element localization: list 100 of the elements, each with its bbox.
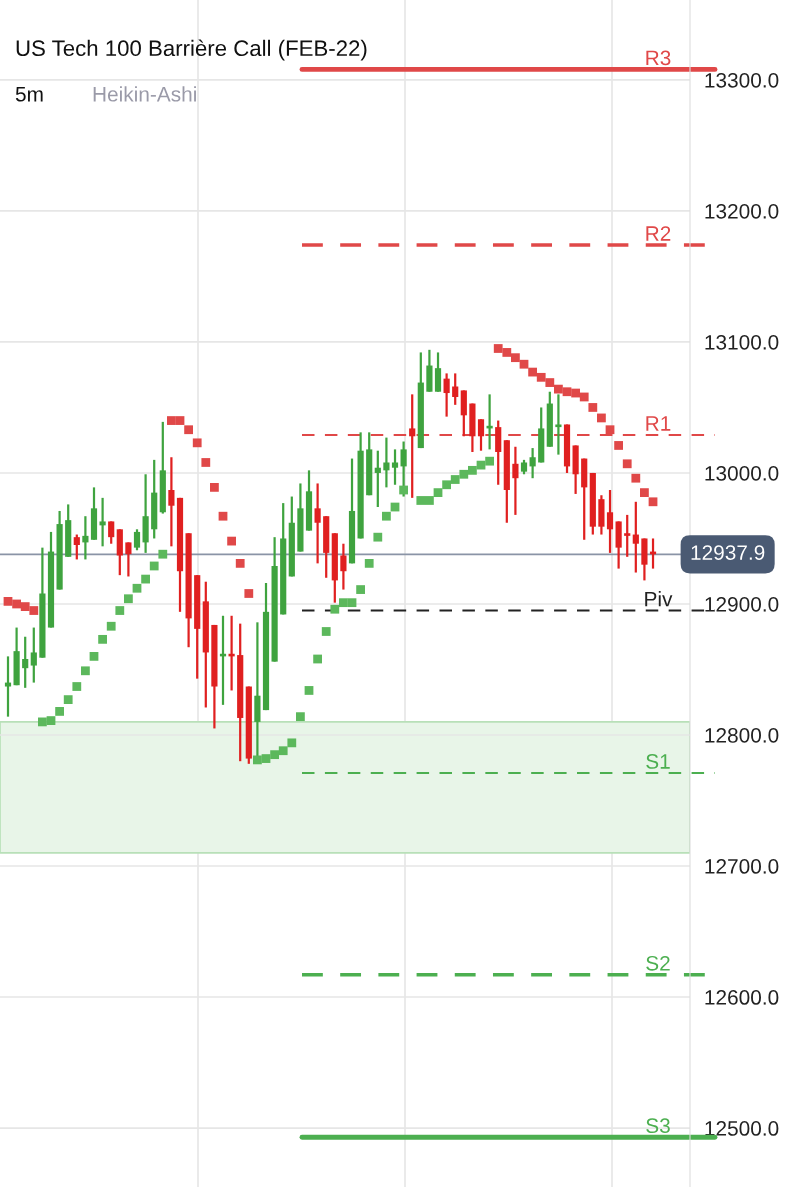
candlestick — [168, 456, 175, 548]
point — [184, 425, 193, 435]
candlestick — [434, 351, 442, 393]
candlestick — [624, 513, 631, 558]
point — [622, 459, 632, 469]
point — [55, 707, 64, 716]
point — [416, 496, 426, 505]
point — [270, 750, 279, 760]
y-tick-label: 12500.0 — [705, 1121, 779, 1136]
candlestick — [512, 445, 519, 516]
point — [210, 482, 219, 492]
y-tick-label: 12800.0 — [705, 728, 779, 743]
point — [330, 604, 340, 614]
point — [536, 372, 546, 382]
point — [278, 746, 288, 756]
ref-line-label: R1 — [646, 416, 671, 431]
candlestick — [22, 635, 29, 689]
candlestick — [340, 542, 347, 591]
candlestick — [108, 520, 115, 545]
point — [485, 456, 495, 466]
point — [296, 712, 305, 722]
y-tick-label: 12600.0 — [705, 990, 779, 1005]
point — [545, 378, 555, 387]
ref-line-label: 12937.9 — [691, 545, 765, 560]
point — [442, 480, 451, 490]
point — [261, 754, 271, 763]
point — [89, 652, 99, 661]
point — [425, 496, 434, 505]
ref-line-label: S2 — [646, 955, 670, 971]
point — [132, 583, 142, 593]
point — [468, 465, 477, 475]
candlestick — [443, 372, 450, 418]
ref-line-label: R2 — [646, 226, 671, 241]
candlestick — [452, 372, 459, 406]
candlestick — [409, 393, 416, 499]
point — [640, 488, 649, 498]
point — [81, 666, 90, 676]
point — [124, 594, 133, 604]
point — [29, 606, 39, 615]
point — [631, 473, 641, 483]
point — [158, 549, 168, 559]
point — [141, 574, 150, 584]
point — [304, 686, 314, 695]
point — [253, 755, 262, 765]
y-tick-label: 13200.0 — [705, 203, 779, 219]
annotation: Heikin-Ashi — [93, 86, 196, 102]
point — [605, 425, 615, 435]
point — [98, 634, 107, 644]
point — [12, 599, 21, 609]
point — [597, 413, 606, 423]
point — [235, 558, 245, 568]
point — [313, 654, 322, 664]
candlestick — [383, 436, 390, 489]
point — [493, 344, 503, 353]
point — [339, 598, 348, 608]
text: 5m — [15, 87, 43, 102]
point — [149, 561, 159, 571]
candlestick — [477, 418, 485, 452]
point — [192, 438, 202, 448]
point — [588, 403, 598, 412]
point — [382, 511, 391, 521]
y-tick-label: 13300.0 — [705, 72, 779, 88]
text: US Tech 100 Barrière Call (FEB-22) — [16, 39, 367, 61]
point — [227, 536, 236, 546]
candlestick — [606, 488, 614, 554]
ref-line-label: S3 — [646, 1118, 670, 1134]
point — [115, 606, 125, 615]
candlestick — [400, 440, 407, 498]
point — [218, 511, 228, 521]
point — [46, 716, 56, 725]
point — [579, 392, 589, 402]
point — [63, 695, 73, 705]
point — [519, 359, 529, 369]
point — [321, 627, 331, 636]
point — [201, 458, 211, 467]
point — [459, 469, 469, 479]
point — [399, 485, 408, 495]
y-tick-label: 13000.0 — [705, 465, 779, 481]
ref-line-label: S1 — [646, 754, 670, 769]
point — [373, 532, 383, 542]
candlestick — [99, 496, 106, 548]
point — [648, 497, 658, 507]
candlestick — [555, 393, 562, 456]
point — [433, 488, 443, 498]
point — [554, 384, 563, 394]
point — [528, 367, 538, 377]
point — [3, 596, 13, 606]
candlestick — [4, 655, 12, 718]
point — [175, 416, 185, 425]
candlestick — [391, 448, 399, 486]
candlestick — [632, 500, 639, 574]
point — [511, 353, 520, 363]
ref-line-label: R3 — [646, 50, 671, 66]
candlestick — [374, 449, 381, 509]
point — [244, 589, 254, 598]
candlestick — [529, 446, 536, 480]
candlestick — [73, 533, 80, 561]
point — [562, 387, 572, 397]
y-tick-label: 12700.0 — [705, 859, 779, 874]
candlestick — [314, 482, 321, 565]
